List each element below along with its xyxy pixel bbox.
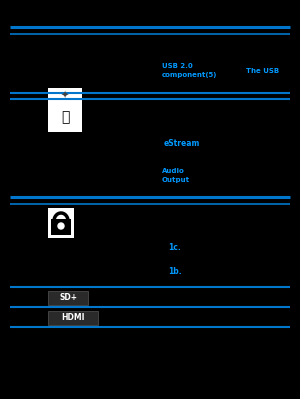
Text: component(5): component(5) <box>162 72 218 78</box>
Text: The USB: The USB <box>246 68 279 74</box>
FancyBboxPatch shape <box>48 88 82 104</box>
Text: 1b.: 1b. <box>168 267 182 277</box>
Text: 🎧: 🎧 <box>61 110 69 124</box>
Text: Audio: Audio <box>162 168 185 174</box>
FancyBboxPatch shape <box>51 219 71 235</box>
Circle shape <box>58 223 64 229</box>
Text: HDMI: HDMI <box>61 314 85 322</box>
Text: ✦: ✦ <box>61 91 69 101</box>
Text: SD+: SD+ <box>59 294 77 302</box>
FancyBboxPatch shape <box>48 291 88 305</box>
FancyBboxPatch shape <box>48 311 98 325</box>
Text: 1c.: 1c. <box>169 243 182 253</box>
Text: eStream: eStream <box>164 138 200 148</box>
FancyBboxPatch shape <box>48 102 82 132</box>
Text: USB 2.0: USB 2.0 <box>162 63 193 69</box>
Text: Output: Output <box>162 177 190 183</box>
FancyBboxPatch shape <box>48 208 74 238</box>
